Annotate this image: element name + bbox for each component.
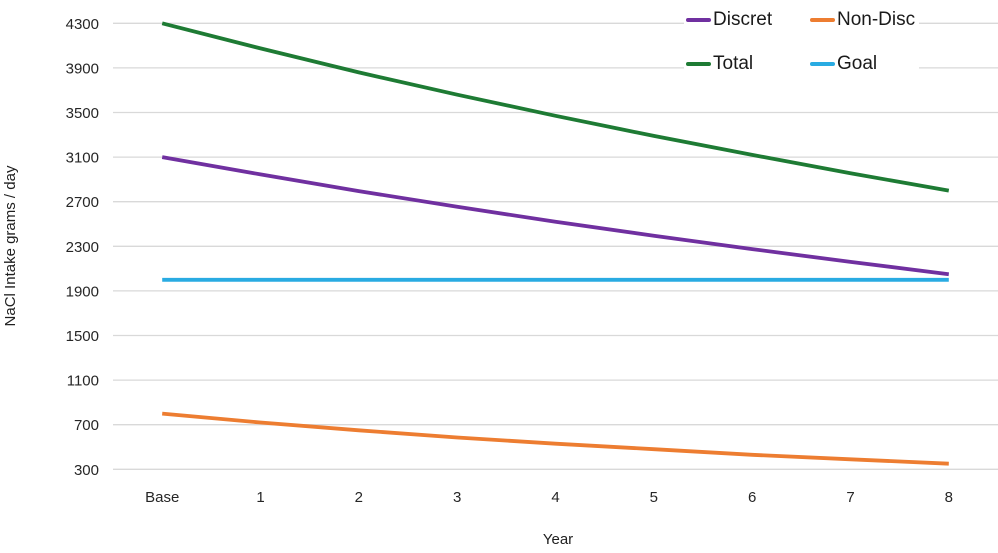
y-axis-title: NaCl Intake grams / day xyxy=(2,165,19,327)
series-line-non-disc xyxy=(162,411,949,466)
legend-label: Non-Disc xyxy=(837,9,916,30)
series-line-total xyxy=(161,21,950,193)
y-tick-label: 2700 xyxy=(66,194,99,211)
legend-label: Goal xyxy=(837,53,878,74)
x-tick-label: 3 xyxy=(453,489,461,506)
legend-item-non-disc: Non-Disc xyxy=(808,6,920,34)
legend: Discret Non-Disc Total Goal xyxy=(684,6,920,78)
legend-swatch-non-disc xyxy=(810,18,835,22)
legend-item-discret: Discret xyxy=(684,6,808,34)
y-tick-label: 1900 xyxy=(66,283,99,300)
y-tick-label: 3500 xyxy=(66,105,99,122)
y-tick-label: 1100 xyxy=(67,373,99,390)
x-tick-label: 7 xyxy=(846,489,854,506)
y-tick-label: 3900 xyxy=(66,60,99,77)
x-tick-label: 1 xyxy=(256,489,264,506)
y-tick-label: 3100 xyxy=(66,150,99,167)
series-line-discret xyxy=(161,155,950,277)
y-tick-label: 300 xyxy=(74,462,99,479)
y-tick-label: 1500 xyxy=(66,328,99,345)
y-tick-label: 2300 xyxy=(66,239,99,256)
y-tick-label: 700 xyxy=(74,417,99,434)
x-tick-label: 5 xyxy=(650,489,658,506)
legend-swatch-total xyxy=(686,62,711,66)
x-tick-label: 6 xyxy=(748,489,756,506)
x-tick-label: 2 xyxy=(355,489,363,506)
x-axis-title: Year xyxy=(542,531,574,548)
legend-item-total: Total xyxy=(684,50,808,78)
x-tick-label: Base xyxy=(145,489,179,506)
y-tick-label: 4300 xyxy=(66,16,99,33)
x-tick-label: 4 xyxy=(551,489,559,506)
x-tick-label: 8 xyxy=(945,489,953,506)
legend-label: Total xyxy=(713,53,754,74)
legend-item-goal: Goal xyxy=(808,50,920,78)
legend-swatch-discret xyxy=(686,18,711,22)
legend-swatch-goal xyxy=(810,62,835,66)
legend-label: Discret xyxy=(713,9,773,30)
